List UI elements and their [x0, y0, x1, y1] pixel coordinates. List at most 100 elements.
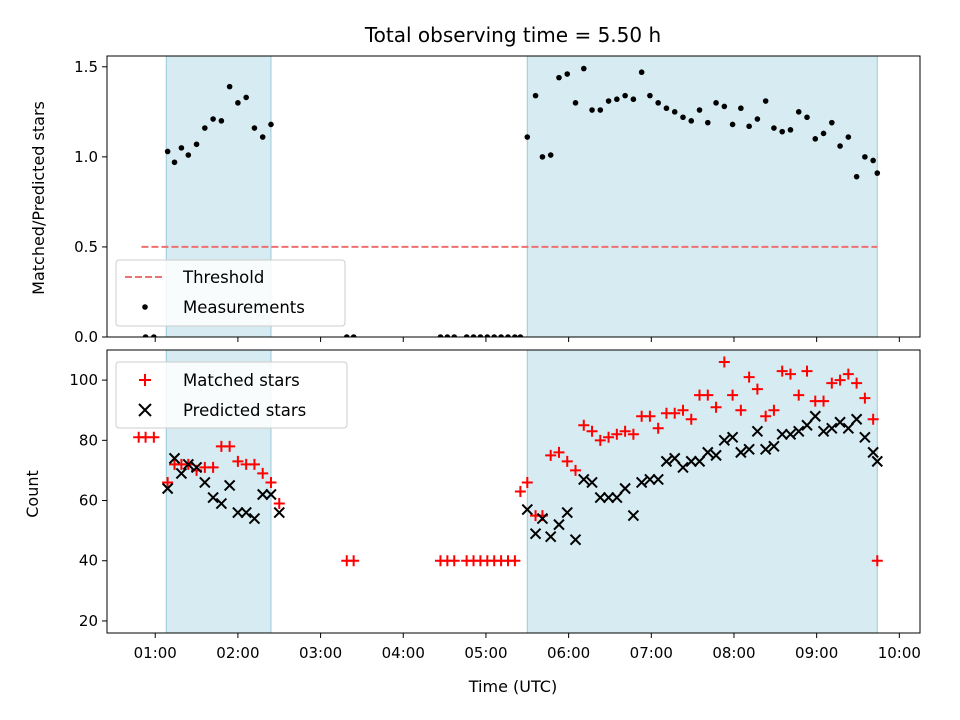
predicted-star-point	[536, 512, 549, 525]
predicted-star-point	[273, 506, 285, 519]
measurement-point	[517, 334, 524, 337]
measurement-point	[539, 154, 546, 160]
measurement-point	[862, 154, 868, 160]
measurement-point	[491, 334, 498, 337]
top-y-axis-label: Matched/Predicted stars	[29, 101, 48, 295]
measurement-point	[226, 83, 233, 90]
predicted-star-point	[232, 506, 244, 519]
matched-star-point	[851, 377, 863, 389]
matched-star-point	[760, 410, 772, 422]
matched-star-point	[826, 377, 838, 389]
measurement-point	[738, 105, 744, 112]
legend-box	[115, 361, 348, 429]
bottom-legend: Matched stars Predicted stars	[115, 361, 348, 429]
predicted-star-point	[850, 413, 863, 425]
measurement-point	[463, 334, 470, 337]
bottom-shaded-interval	[526, 349, 878, 634]
top-legend: Threshold Measurements	[115, 259, 346, 327]
measurement-point	[680, 114, 686, 121]
predicted-star-point	[561, 506, 573, 519]
predicted-star-point	[182, 458, 195, 471]
matched-star-point	[561, 455, 573, 467]
top-y-tick-label: 0.0	[74, 328, 98, 346]
x-tick-label: 04:00	[382, 644, 425, 662]
predicted-star-point	[834, 416, 846, 428]
matched-star-point	[677, 404, 689, 416]
legend-matched-swatch	[139, 374, 151, 386]
measurement-point	[451, 334, 458, 337]
x-tick-label: 03:00	[299, 644, 342, 662]
measurement-point	[210, 116, 216, 122]
matched-star-point	[594, 434, 606, 446]
predicted-star-point	[817, 425, 830, 437]
predicted-star-point	[871, 455, 883, 468]
predicted-star-point	[248, 512, 261, 525]
measurement-point	[655, 100, 661, 106]
measurement-point	[572, 100, 579, 106]
predicted-star-point	[257, 488, 269, 501]
bottom-y-tick-label: 80	[79, 431, 98, 449]
measurement-point	[779, 128, 786, 135]
predicted-star-point	[627, 509, 640, 522]
predicted-star-point	[199, 476, 211, 489]
predicted-star-point	[215, 497, 228, 510]
measurement-point	[437, 334, 444, 337]
bottom-y-tick-label: 100	[69, 371, 98, 389]
measurement-point	[193, 141, 200, 148]
predicted-star-point	[842, 422, 855, 434]
matched-star-point	[273, 498, 285, 510]
predicted-star-point	[735, 446, 747, 459]
top-y-tick-label: 1.5	[74, 58, 98, 76]
top-y-tick-label: 1.0	[74, 148, 98, 166]
matched-star-point	[570, 464, 582, 476]
legend-predicted-swatch	[138, 403, 152, 417]
measurement-point	[171, 159, 178, 166]
measurement-point	[630, 96, 637, 103]
matched-star-point	[859, 392, 871, 404]
matched-star-point	[735, 404, 747, 416]
measurement-point	[444, 334, 451, 337]
matched-star-point	[867, 413, 879, 425]
matched-star-point	[793, 389, 805, 401]
matched-star-point	[545, 449, 557, 461]
predicted-star-point	[569, 533, 582, 546]
predicted-star-point	[602, 491, 615, 504]
matched-star-point	[768, 404, 780, 416]
matched-star-point	[871, 555, 883, 567]
predicted-star-point	[578, 473, 590, 486]
predicted-star-point	[859, 431, 871, 444]
measurement-point	[178, 145, 185, 151]
measurement-point	[547, 152, 554, 158]
matched-star-point	[702, 389, 714, 401]
measurement-point	[580, 65, 587, 72]
bottom-y-tick-label: 60	[79, 492, 98, 510]
measurement-point	[754, 116, 761, 122]
matched-star-point	[162, 476, 174, 488]
measurement-point	[870, 157, 876, 164]
matched-star-point	[586, 425, 598, 437]
measurement-point	[532, 92, 539, 99]
predicted-star-point	[168, 452, 181, 465]
predicted-star-point	[660, 455, 673, 468]
measurement-point	[721, 103, 728, 110]
measurement-point	[771, 125, 777, 131]
measurement-point	[845, 134, 852, 140]
top-panel: 0.0 0.5 1.0 1.5 Threshold Measurements	[74, 55, 921, 346]
measurement-point	[151, 334, 157, 337]
measurement-point	[812, 136, 819, 142]
predicted-star-point	[759, 443, 772, 456]
measurement-point	[688, 118, 695, 124]
matched-star-point	[710, 401, 722, 413]
predicted-star-point	[161, 482, 174, 495]
predicted-star-point	[867, 446, 879, 459]
x-tick-label: 07:00	[630, 644, 673, 662]
measurement-point	[713, 100, 719, 106]
measurement-point	[259, 134, 266, 140]
bottom-y-axis-label: Count	[23, 470, 42, 518]
bottom-plot-area	[133, 356, 883, 567]
predicted-star-point	[553, 518, 565, 531]
measurement-point	[820, 130, 827, 137]
measurement-point	[729, 121, 736, 128]
matched-star-point	[842, 368, 854, 380]
